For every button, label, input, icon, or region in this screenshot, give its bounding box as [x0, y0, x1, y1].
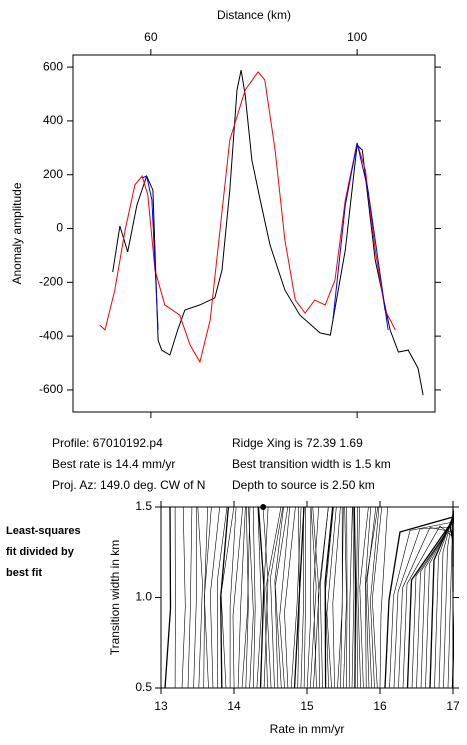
contour-line — [187, 506, 193, 689]
contour-line — [290, 506, 302, 689]
contour-line — [312, 506, 319, 689]
contour-line — [370, 506, 380, 689]
contour-line — [325, 506, 334, 689]
contour-line — [262, 506, 269, 689]
info-text: Depth to source is 2.50 km — [232, 478, 375, 492]
contour-line — [263, 506, 269, 689]
contour-line — [310, 506, 317, 689]
contour-lines — [164, 487, 467, 708]
contour-line — [371, 506, 382, 689]
y-axis-label: Anomaly amplitude — [10, 182, 24, 284]
contour-line — [279, 506, 291, 689]
y-tick-label: 0.5 — [135, 680, 152, 694]
contour-line — [359, 506, 369, 689]
contour-line — [274, 506, 284, 689]
contour-line — [245, 506, 249, 689]
y-tick-label: -400 — [39, 328, 63, 342]
y-tick-label: 0 — [56, 221, 63, 235]
contour-line — [353, 506, 357, 689]
contour-line — [300, 506, 304, 689]
contour-line — [346, 506, 348, 689]
contour-line — [351, 506, 355, 689]
y-tick-label: 200 — [43, 167, 63, 181]
x-tick-label: 16 — [373, 699, 387, 713]
note-text: Least-squares — [6, 525, 81, 537]
contour-line — [406, 522, 454, 689]
plot-frame — [72, 54, 436, 413]
contour-line — [365, 506, 371, 689]
contour-line — [284, 506, 296, 689]
contour-line — [357, 506, 361, 689]
contour-line — [343, 506, 347, 689]
contour-line — [306, 506, 312, 689]
contour-line — [340, 506, 344, 689]
contour-line — [232, 506, 243, 689]
contour-line — [348, 506, 353, 689]
y-tick-label: 600 — [43, 59, 63, 73]
contour-line — [220, 506, 230, 689]
contour-line — [393, 526, 454, 689]
contour-line — [326, 506, 337, 689]
contour-line — [203, 506, 208, 689]
data-line — [99, 71, 396, 364]
x-tick-label: 15 — [300, 699, 314, 713]
x-tick-label: 14 — [227, 699, 241, 713]
contour-line — [193, 506, 197, 689]
y-tick-label: -600 — [39, 382, 63, 396]
info-text: Proj. Az: 149.0 deg. CW of N — [52, 478, 205, 492]
contour-line — [248, 506, 254, 689]
info-text: Profile: 67010192.p4 — [52, 436, 163, 450]
contour-line — [256, 506, 262, 689]
info-text: Ridge Xing is 72.39 1.69 — [232, 436, 363, 450]
contour-line — [356, 506, 358, 689]
contour-line — [181, 506, 186, 689]
data-line — [141, 142, 389, 330]
chart-title: Distance (km) — [217, 8, 291, 22]
x-tick-label: 17 — [446, 699, 460, 713]
contour-line — [365, 506, 379, 689]
contour-line — [303, 506, 306, 689]
clip-mask — [454, 487, 467, 708]
x-tick-label: 60 — [144, 30, 158, 44]
x-tick-label: 13 — [154, 699, 168, 713]
x-axis-label: Rate in mm/yr — [270, 722, 345, 736]
y-tick-label: -200 — [39, 275, 63, 289]
contour-line — [366, 506, 377, 689]
y-tick-label: 400 — [43, 113, 63, 127]
best-fit-point — [260, 504, 267, 510]
contour-line — [209, 506, 220, 689]
info-text: Best rate is 14.4 mm/yr — [52, 457, 175, 471]
contour-line — [252, 506, 256, 689]
contour-line — [241, 506, 251, 689]
contour-line — [319, 506, 329, 689]
y-axis-label: Transition width in km — [108, 540, 122, 656]
contour-line — [293, 506, 305, 689]
info-text: Best transition width is 1.5 km — [232, 457, 391, 471]
note-text: fit divided by — [6, 546, 75, 558]
note-text: best fit — [6, 567, 42, 579]
contour-line — [237, 506, 246, 689]
contour-line — [384, 516, 454, 689]
contour-line — [229, 506, 237, 688]
contour-line — [270, 506, 284, 689]
contour-line — [197, 506, 203, 689]
contour-line — [297, 506, 300, 689]
contour-line — [389, 521, 454, 689]
contour-line — [216, 506, 228, 689]
contour-line — [164, 506, 172, 689]
y-tick-label: 1.5 — [135, 499, 152, 513]
contour-line — [324, 506, 334, 689]
contour-line — [220, 506, 235, 689]
contour-line — [332, 506, 341, 689]
contour-line — [274, 506, 289, 689]
contour-line — [265, 506, 282, 689]
contour-line — [204, 506, 212, 689]
y-tick-label: 1.0 — [135, 590, 152, 604]
contour-line — [398, 527, 454, 689]
x-tick-label: 100 — [347, 30, 367, 44]
contour-line — [379, 506, 388, 689]
